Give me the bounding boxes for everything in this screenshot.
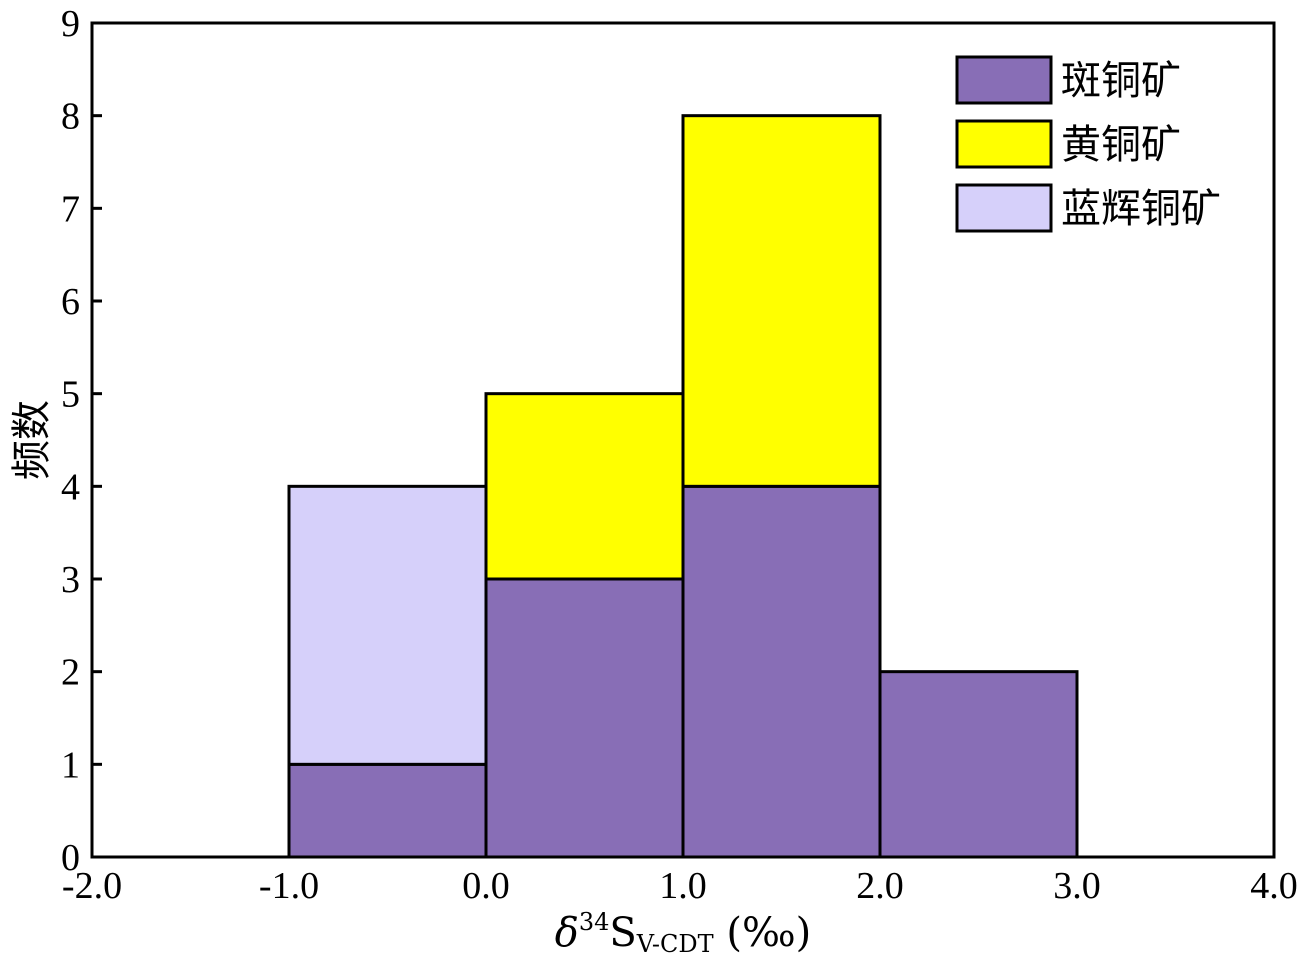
y-tick-label-2: 2 [61, 652, 80, 694]
x-tick-label-1: -1.0 [259, 865, 319, 907]
y-tick-labels: 0 1 2 3 4 5 6 7 8 9 [61, 3, 80, 879]
y-tick-label-4: 4 [61, 466, 80, 508]
legend-label-1: 黄铜矿 [1061, 122, 1181, 168]
x-axis-label-subscript: V-CDT [636, 930, 714, 958]
y-tick-label-1: 1 [61, 744, 80, 786]
legend-swatch-1 [955, 119, 1053, 169]
bar-series-1-bin-1 [484, 392, 685, 581]
bar-series-0-bin-3 [878, 670, 1079, 859]
x-axis-label-superscript: 34 [579, 908, 610, 936]
x-tick-label-3: 1.0 [659, 865, 707, 907]
x-tick-label-2: 0.0 [462, 865, 510, 907]
x-tick-label-0: -2.0 [62, 865, 122, 907]
x-axis-label-base: S [609, 910, 636, 956]
ticks-layer [90, 21, 1276, 859]
y-tick-label-5: 5 [61, 374, 80, 416]
bar-series-0-bin-2 [681, 484, 882, 859]
bar-series-2-bin-0 [287, 484, 488, 766]
legend-swatch-2 [955, 183, 1053, 233]
legend-label-0: 斑铜矿 [1061, 58, 1181, 104]
bars-layer [287, 114, 1079, 859]
y-tick-label-6: 6 [61, 281, 80, 323]
x-axis-label-delta: δ [555, 910, 579, 956]
y-tick-label-7: 7 [61, 188, 80, 230]
y-axis-label: 频数 [9, 400, 55, 480]
y-tick-label-9: 9 [61, 3, 80, 45]
y-tick-label-0: 0 [61, 837, 80, 879]
x-tick-label-4: 2.0 [856, 865, 904, 907]
bar-series-1-bin-2 [681, 114, 882, 488]
y-tick-label-3: 3 [61, 559, 80, 601]
bar-series-0-bin-0 [287, 762, 488, 859]
y-tick-label-8: 8 [61, 96, 80, 138]
x-tick-labels: -2.0 -1.0 0.0 1.0 2.0 3.0 4.0 [62, 865, 1298, 907]
bar-series-0-bin-1 [484, 577, 685, 859]
x-axis-label-unit: (‰) [714, 910, 812, 956]
x-tick-label-6: 4.0 [1250, 865, 1298, 907]
legend-swatch-0 [955, 55, 1053, 105]
x-tick-label-5: 3.0 [1053, 865, 1101, 907]
x-axis-label: δ34SV-CDT (‰) [555, 908, 812, 958]
legend-label-2: 蓝辉铜矿 [1061, 186, 1221, 232]
